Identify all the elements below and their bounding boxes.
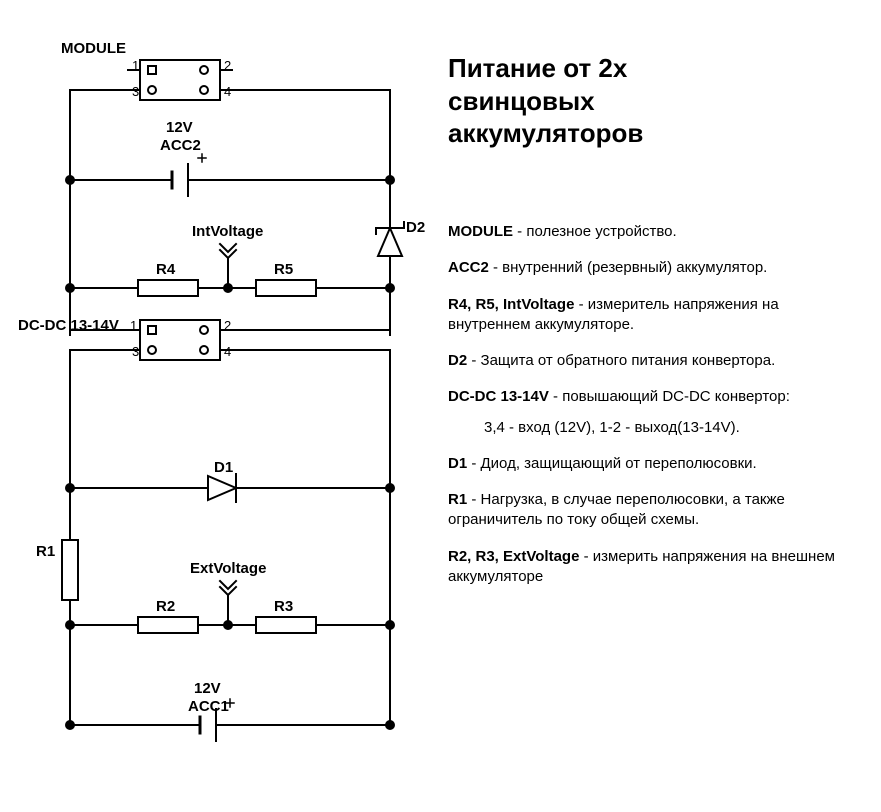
r3-resistor [256,617,316,633]
acc1-label: ACC1 [188,698,229,715]
r1-label: R1 [36,543,55,560]
r5-resistor [256,280,316,296]
acc2-label: ACC2 [160,137,201,154]
d1-diode [70,474,390,502]
acc1-battery [70,699,390,741]
intvoltage-label: IntVoltage [192,223,263,240]
r1-resistor [62,540,78,600]
legend: MODULE - полезное устройство. ACC2 - вну… [448,222,848,587]
r4-resistor [138,280,198,296]
r2-label: R2 [156,598,175,615]
acc1-v-label: 12V [194,680,221,697]
r2-resistor [138,617,198,633]
acc2-battery [70,154,390,196]
d1-label: D1 [214,459,233,476]
d2-label: D2 [406,219,425,236]
extvoltage-label: ExtVoltage [190,560,266,577]
svg-text:3: 3 [132,344,139,359]
svg-text:1: 1 [130,318,137,333]
svg-text:4: 4 [224,84,231,99]
svg-text:3: 3 [132,84,139,99]
dcdc-label: DC-DC 13-14V [18,317,119,334]
page-title: Питание от 2х свинцовых аккумуляторов [448,52,643,150]
module-label: MODULE [61,40,126,57]
svg-text:1: 1 [132,58,139,73]
svg-text:4: 4 [224,344,231,359]
r3-label: R3 [274,598,293,615]
svg-text:2: 2 [224,318,231,333]
r4-label: R4 [156,261,176,278]
acc2-v-label: 12V [166,119,193,136]
r5-label: R5 [274,261,293,278]
d2-diode [376,180,404,335]
svg-text:2: 2 [224,58,231,73]
